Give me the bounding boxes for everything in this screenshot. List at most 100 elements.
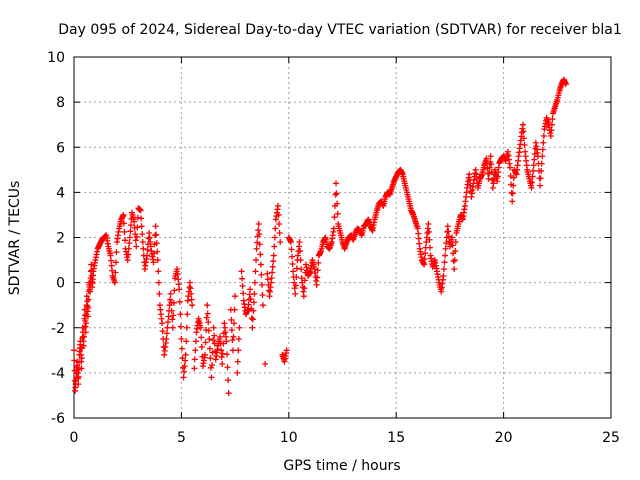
data-point	[177, 323, 184, 330]
y-axis-label: SDTVAR / TECUs	[7, 181, 23, 296]
data-point	[144, 252, 151, 259]
data-point	[530, 162, 537, 169]
data-point	[549, 116, 556, 123]
data-point	[421, 255, 428, 262]
data-point	[134, 224, 141, 231]
data-point	[562, 81, 569, 88]
data-point	[445, 233, 452, 240]
data-point	[270, 258, 277, 265]
data-point	[529, 173, 536, 180]
data-point	[235, 347, 242, 354]
data-point	[165, 313, 172, 320]
data-point	[124, 257, 131, 264]
y-tick-label: 4	[56, 185, 65, 201]
data-point	[291, 285, 298, 292]
data-point	[486, 164, 493, 171]
data-point	[415, 235, 422, 242]
data-point	[451, 266, 458, 273]
data-point	[71, 357, 78, 364]
data-point	[211, 332, 218, 339]
data-point	[126, 234, 133, 241]
data-point	[133, 233, 140, 240]
data-point	[334, 210, 341, 217]
x-tick-label: 0	[70, 430, 79, 446]
data-point	[255, 227, 262, 234]
data-point	[181, 363, 188, 370]
data-point	[225, 377, 232, 384]
data-point	[415, 230, 422, 237]
data-point	[88, 261, 95, 268]
data-point	[529, 179, 536, 186]
data-point	[271, 243, 278, 250]
data-point	[510, 182, 517, 189]
data-point	[258, 271, 265, 278]
data-point	[232, 293, 239, 300]
data-point	[426, 236, 433, 243]
data-point	[229, 337, 236, 344]
data-point	[301, 285, 308, 292]
data-point	[315, 259, 322, 266]
data-point	[171, 287, 178, 294]
data-point	[188, 290, 195, 297]
data-point	[539, 153, 546, 160]
data-point	[249, 316, 256, 323]
data-point	[81, 324, 88, 331]
x-tick-label: 5	[177, 430, 186, 446]
data-point	[82, 329, 89, 336]
data-point	[138, 215, 145, 222]
data-point	[112, 269, 119, 276]
data-point	[191, 356, 198, 363]
data-point	[197, 324, 204, 331]
data-point	[205, 319, 212, 326]
data-point	[111, 279, 118, 286]
data-point	[174, 271, 181, 278]
data-point	[139, 239, 146, 246]
data-point	[530, 167, 537, 174]
data-point	[127, 222, 134, 229]
data-point	[137, 207, 144, 214]
data-point	[244, 306, 251, 313]
data-point	[107, 252, 114, 259]
data-point	[252, 268, 259, 275]
data-point	[485, 175, 492, 182]
data-point	[183, 324, 190, 331]
data-point	[445, 228, 452, 235]
data-point	[208, 374, 215, 381]
data-point	[164, 319, 171, 326]
data-point	[234, 369, 241, 376]
data-point	[85, 305, 92, 312]
data-point	[449, 242, 456, 249]
data-point	[487, 153, 494, 160]
data-point	[300, 293, 307, 300]
data-point	[298, 266, 305, 273]
data-point	[422, 250, 429, 257]
data-point	[154, 257, 161, 264]
x-axis-label: GPS time / hours	[283, 458, 400, 474]
data-point	[441, 259, 448, 266]
data-point	[78, 365, 85, 372]
data-point	[258, 281, 265, 288]
data-point	[167, 296, 174, 303]
data-point	[283, 347, 290, 354]
data-point	[169, 324, 176, 331]
data-point	[78, 355, 85, 362]
y-tick-label: 0	[56, 276, 65, 292]
data-point	[152, 223, 159, 230]
data-point	[240, 290, 247, 297]
data-point	[120, 220, 127, 227]
data-point	[87, 288, 94, 295]
y-tick-label: 10	[47, 50, 65, 66]
data-point	[528, 184, 535, 191]
x-tick-label: 20	[495, 430, 513, 446]
data-point	[313, 281, 320, 288]
data-point	[260, 302, 267, 309]
axis-ticks: 0 5 10 15 20 25 -6 -4 -2 0 2 4 6 8 10	[47, 50, 620, 446]
data-point	[251, 279, 258, 286]
data-point	[144, 246, 151, 253]
data-point	[210, 324, 217, 331]
data-point	[203, 314, 210, 321]
data-point	[181, 368, 188, 375]
data-point	[184, 311, 191, 318]
data-point	[224, 364, 231, 371]
y-tick-label: -6	[51, 411, 65, 427]
